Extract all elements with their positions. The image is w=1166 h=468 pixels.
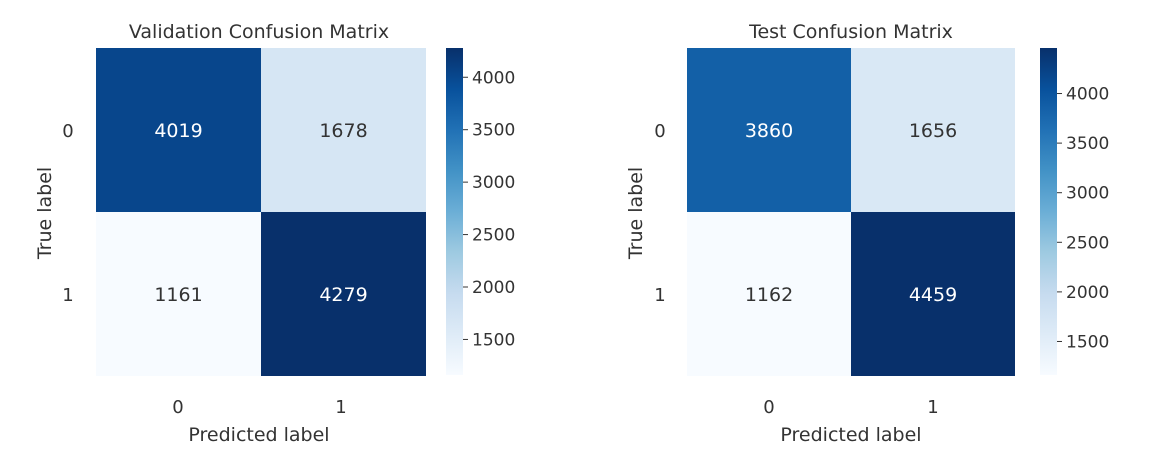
x-tick-labels: 0 1 [172, 397, 346, 418]
heatmap-cell-0-0 [96, 48, 261, 212]
colorbar-tick-label-4: 3500 [1066, 134, 1109, 154]
cell-value-label-0-0: 3860 [745, 120, 793, 142]
colorbar-tick-label-0: 1500 [1066, 332, 1109, 352]
colorbar-tick-label-1: 2000 [472, 278, 515, 298]
x-tick-label-0: 0 [763, 397, 774, 418]
cell-value-label-1-1: 4279 [319, 284, 367, 306]
colorbar-tick-label-5: 4000 [1066, 85, 1109, 105]
colorbar-gradient [1040, 48, 1057, 375]
colorbar-tick-label-4: 3500 [472, 121, 515, 141]
heatmap-cell-0-1 [261, 48, 426, 212]
y-tick-label-0: 0 [62, 121, 73, 142]
heatmap-cells: 4019 1678 1161 4279 [96, 48, 426, 376]
y-tick-labels: 0 1 [654, 121, 665, 306]
chart-title: Validation Confusion Matrix [129, 21, 389, 43]
x-tick-label-0: 0 [172, 397, 183, 418]
x-axis-label: Predicted label [188, 424, 329, 446]
cell-value-label-1-0: 1162 [745, 284, 793, 306]
y-axis-label: True label [625, 167, 647, 260]
confusion-matrix-panel-validation: Validation Confusion Matrix 4019 1678 1161… [34, 21, 515, 446]
colorbar-ticks: 1500 2000 2500 3000 3500 4000 [463, 68, 515, 350]
confusion-matrix-panel-test: Test Confusion Matrix 3860 1656 1162 4459 0… [625, 21, 1109, 446]
y-tick-labels: 0 1 [62, 121, 73, 306]
x-axis-label: Predicted label [780, 424, 921, 446]
colorbar-tick-label-3: 3000 [472, 173, 515, 193]
y-tick-label-0: 0 [654, 121, 665, 142]
heatmap-cell-0-0 [687, 48, 851, 212]
colorbar-tick-label-1: 2000 [1066, 283, 1109, 303]
cell-value-label-0-1: 1656 [909, 120, 957, 142]
cell-value-label-1-1: 4459 [909, 284, 957, 306]
colorbar-tick-label-3: 3000 [1066, 184, 1109, 204]
heatmap-cell-1-1 [851, 212, 1015, 376]
chart-title: Test Confusion Matrix [748, 21, 953, 43]
colorbar-gradient [446, 48, 463, 375]
y-axis-label: True label [34, 167, 56, 260]
colorbar-tick-label-2: 2500 [1066, 233, 1109, 253]
cell-value-label-0-0: 4019 [154, 120, 202, 142]
heatmap-cell-1-0 [687, 212, 851, 376]
cell-value-label-1-0: 1161 [154, 284, 202, 306]
x-tick-label-1: 1 [335, 397, 346, 418]
colorbar-tick-label-2: 2500 [472, 226, 515, 246]
y-tick-label-1: 1 [654, 285, 665, 306]
colorbar: 1500 2000 2500 3000 3500 4000 [1040, 48, 1109, 375]
colorbar: 1500 2000 2500 3000 3500 4000 [446, 48, 515, 375]
colorbar-tick-label-0: 1500 [472, 330, 515, 350]
x-tick-label-1: 1 [927, 397, 938, 418]
heatmap-cell-0-1 [851, 48, 1015, 212]
colorbar-ticks: 1500 2000 2500 3000 3500 4000 [1057, 85, 1109, 352]
cell-value-label-0-1: 1678 [319, 120, 367, 142]
heatmap-cells: 3860 1656 1162 4459 [687, 48, 1015, 376]
colorbar-tick-label-5: 4000 [472, 68, 515, 88]
y-tick-label-1: 1 [62, 285, 73, 306]
heatmap-cell-1-1 [261, 212, 426, 376]
heatmap-cell-1-0 [96, 212, 261, 376]
x-tick-labels: 0 1 [763, 397, 938, 418]
